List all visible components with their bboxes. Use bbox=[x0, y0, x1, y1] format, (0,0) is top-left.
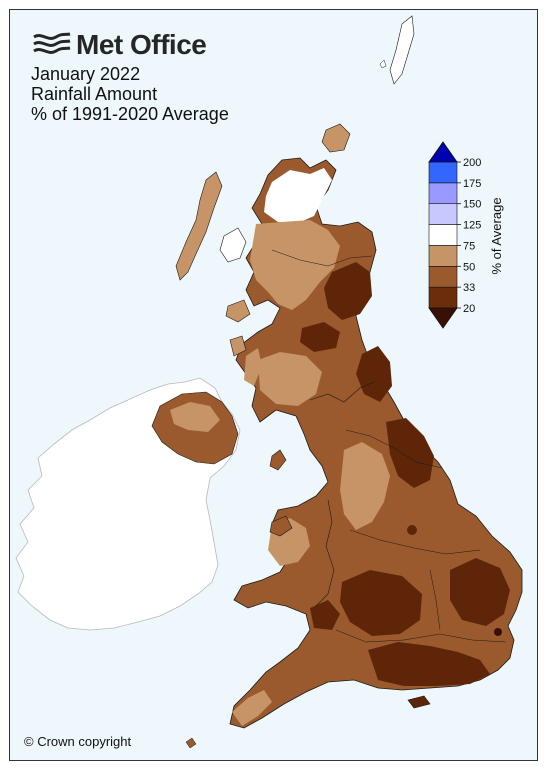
region-boundary-b bbox=[349, 529, 481, 555]
map-title-month: January 2022 bbox=[31, 64, 141, 84]
copyright-notice: © Crown copyright bbox=[24, 734, 132, 749]
isles-of-scilly bbox=[185, 737, 197, 749]
kintyre-moderately-dry bbox=[244, 348, 262, 386]
anglesey bbox=[269, 515, 293, 537]
southern-england-very-dry bbox=[368, 642, 490, 686]
scotland-england-border bbox=[309, 381, 375, 403]
skye bbox=[219, 227, 247, 263]
orkney-islands bbox=[321, 123, 351, 153]
fair-isle bbox=[379, 59, 387, 69]
met-office-wave-icon bbox=[33, 32, 71, 54]
met-office-wordmark: Met Office bbox=[76, 29, 207, 60]
isle-of-man bbox=[269, 449, 287, 471]
highland-near-average-region bbox=[264, 168, 332, 224]
northeast-england-very-dry bbox=[356, 346, 392, 402]
met-office-logo: Met Office bbox=[32, 28, 207, 62]
outer-hebrides bbox=[175, 171, 223, 281]
thames-estuary-spot bbox=[494, 628, 502, 636]
northeast-scotland-very-dry bbox=[324, 262, 372, 320]
region-boundary-d bbox=[429, 569, 441, 631]
central-belt-very-dry bbox=[300, 322, 340, 352]
scotland-moderately-dry-region bbox=[250, 220, 340, 310]
southern-uplands-moderately-dry bbox=[258, 352, 322, 406]
pennines-moderately-dry bbox=[340, 442, 390, 530]
islay bbox=[229, 335, 247, 357]
rainfall-map bbox=[15, 15, 523, 749]
east-anglia-very-dry bbox=[450, 558, 510, 626]
wales-england-border bbox=[315, 499, 335, 607]
region-boundary-scotland bbox=[271, 249, 373, 267]
map-title-variable: Rainfall Amount bbox=[31, 84, 158, 104]
region-boundary-a bbox=[345, 429, 443, 469]
midlands-very-dry bbox=[340, 570, 422, 636]
map-title-baseline: % of 1991-2020 Average bbox=[31, 104, 229, 124]
shetland-islands bbox=[389, 15, 415, 85]
yorkshire-very-dry bbox=[386, 418, 434, 488]
east-midlands-spot bbox=[407, 525, 417, 535]
northern-ireland-light-patch bbox=[170, 402, 220, 432]
severn-very-dry bbox=[310, 600, 340, 630]
region-boundary-c bbox=[335, 629, 507, 643]
cornwall-moderately-dry bbox=[232, 690, 272, 726]
isle-of-wight bbox=[407, 695, 431, 709]
map-frame: 20 33 50 75 125 150 175 200 % of Average Met Of… bbox=[9, 9, 538, 761]
mull bbox=[225, 299, 251, 323]
